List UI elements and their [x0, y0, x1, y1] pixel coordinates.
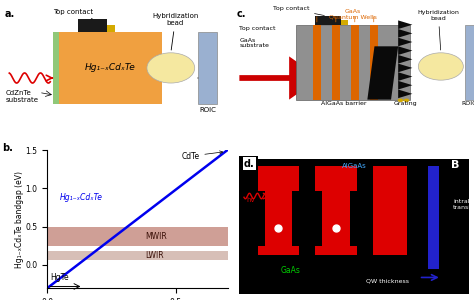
Circle shape [404, 99, 410, 102]
Text: GaAs
substrate: GaAs substrate [239, 38, 269, 49]
Bar [322, 190, 350, 246]
Bar [59, 32, 162, 104]
Polygon shape [398, 38, 412, 46]
Polygon shape [398, 55, 412, 64]
Bar [264, 190, 292, 246]
Text: Top contact: Top contact [273, 6, 324, 16]
Bar [258, 246, 299, 255]
Text: CdZnTe
substrate: CdZnTe substrate [6, 89, 39, 103]
Text: b.: b. [2, 143, 13, 153]
Text: Hg₁₋ₓCdₓTe: Hg₁₋ₓCdₓTe [60, 193, 103, 202]
Y-axis label: Hg₁₋ₓCdₓTe bandgap (eV): Hg₁₋ₓCdₓTe bandgap (eV) [15, 170, 24, 268]
Text: Top contact: Top contact [53, 9, 93, 19]
Bar [258, 166, 299, 190]
Bar [107, 26, 115, 32]
Text: GaAs: GaAs [281, 266, 301, 275]
Polygon shape [398, 20, 412, 29]
Bar [239, 287, 469, 294]
Polygon shape [398, 89, 412, 98]
Text: Grating: Grating [393, 101, 417, 106]
Text: Hg₁₋ₓCdₓTe: Hg₁₋ₓCdₓTe [85, 63, 136, 72]
Text: Top contact: Top contact [239, 26, 276, 31]
Text: MWIR: MWIR [145, 232, 167, 241]
Polygon shape [398, 72, 412, 81]
Bar [332, 25, 340, 100]
Bar [373, 246, 407, 255]
Polygon shape [398, 46, 412, 55]
Bar [47, 227, 228, 246]
Bar [313, 25, 321, 100]
Text: CdTe: CdTe [181, 151, 223, 160]
Text: ROIC: ROIC [462, 101, 474, 106]
Text: hv: hv [246, 196, 255, 202]
Text: d.: d. [244, 159, 255, 169]
Text: B: B [451, 160, 459, 170]
Text: LWIR: LWIR [145, 251, 164, 260]
Bar [341, 20, 348, 25]
Text: ROIC: ROIC [199, 107, 216, 113]
Bar [47, 251, 228, 260]
Bar [370, 25, 378, 100]
Bar [373, 190, 407, 246]
Polygon shape [398, 29, 412, 38]
Bar [315, 246, 356, 255]
Polygon shape [398, 81, 412, 89]
Bar [351, 25, 359, 100]
Bar [465, 25, 474, 100]
Circle shape [147, 53, 195, 83]
Bar [428, 166, 439, 269]
Polygon shape [398, 64, 412, 72]
Bar [78, 19, 107, 32]
Text: c.: c. [237, 9, 246, 19]
Polygon shape [367, 46, 398, 100]
Text: 1: 1 [442, 264, 460, 288]
Text: HgTe: HgTe [50, 273, 69, 282]
Circle shape [398, 99, 403, 102]
Bar [198, 32, 218, 104]
Bar [53, 32, 59, 104]
Bar [373, 166, 407, 190]
Bar [315, 16, 341, 25]
Text: intraband
transition: intraband transition [453, 199, 474, 210]
Bar [315, 166, 356, 190]
Bar [296, 25, 410, 100]
Text: Hybridization
bead: Hybridization bead [418, 10, 459, 50]
Circle shape [419, 53, 464, 80]
Text: Hybridization
bead: Hybridization bead [152, 13, 199, 50]
Bar [239, 156, 258, 294]
Text: AlGaAs barrier: AlGaAs barrier [321, 101, 366, 106]
Text: AlGaAs: AlGaAs [342, 164, 367, 169]
Text: •: • [248, 221, 259, 241]
Text: QW thickness: QW thickness [366, 279, 409, 284]
Polygon shape [251, 264, 304, 287]
Text: a.: a. [5, 9, 15, 19]
Polygon shape [239, 56, 320, 100]
Text: GaAs
Quantum Wells: GaAs Quantum Wells [329, 9, 377, 20]
